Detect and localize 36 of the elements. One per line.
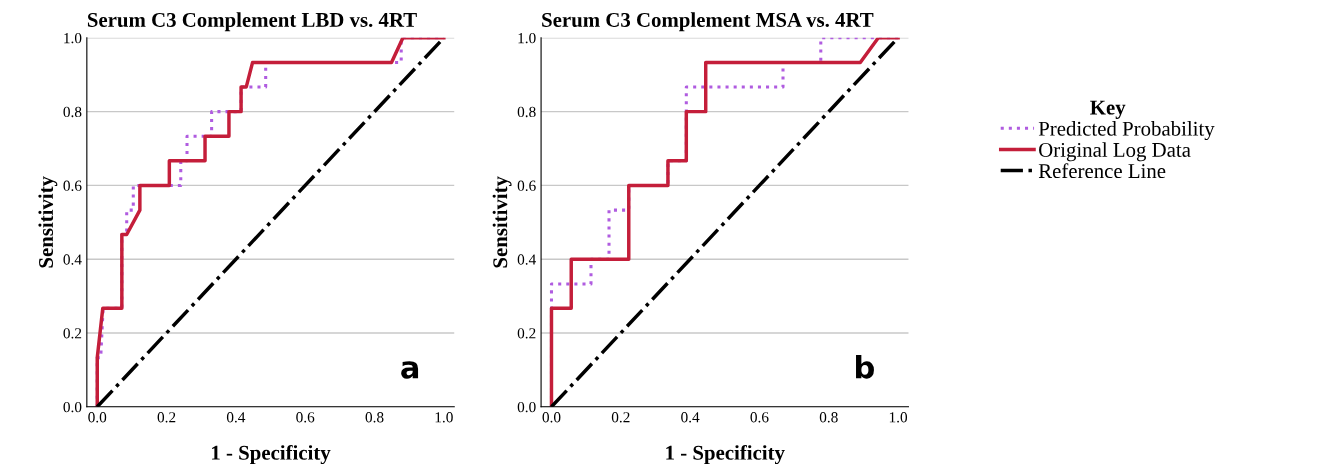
x-tick-label: 0.0	[542, 412, 561, 423]
x-tick-label: 0.8	[819, 412, 838, 423]
x-tick-label: 0.0	[88, 412, 107, 423]
y-axis-title: Sensitivity	[38, 176, 58, 268]
x-tick-label: 0.8	[365, 412, 384, 423]
x-tick-label: 0.6	[296, 412, 315, 423]
x-tick-label: 0.4	[681, 412, 700, 423]
x-tick-label: 0.2	[157, 412, 176, 423]
annotation: b	[856, 355, 874, 379]
x-tick-label: 0.4	[226, 412, 246, 423]
x-tick-label: 1.0	[435, 412, 453, 423]
x-tick-label: 0.2	[611, 412, 630, 423]
y-tick-label: 0.2	[63, 328, 82, 339]
y-tick-label: 0.8	[63, 106, 82, 118]
y-tick-label: 0.4	[63, 254, 82, 265]
x-axis-title: 1 - Specificity	[212, 444, 331, 465]
y-tick-label: 0.2	[517, 328, 536, 339]
y-tick-label: 0.0	[517, 401, 536, 413]
y-tick-label: 0.8	[517, 106, 536, 118]
chart-title: Serum C3 Complement MSA vs. 4RT	[542, 12, 874, 32]
x-tick-label: 1.0	[889, 412, 908, 423]
legend-title: Key	[1090, 100, 1126, 119]
y-tick-label: 0.6	[517, 180, 536, 191]
x-tick-label: 0.6	[750, 412, 769, 423]
annotation: a	[401, 361, 419, 379]
y-tick-label: 0.0	[63, 401, 82, 413]
y-tick-label: 0.4	[517, 254, 536, 265]
y-tick-label: 1.0	[64, 32, 82, 44]
x-axis-title: 1 - Specificity	[666, 444, 785, 465]
legend-label: Predicted Probability	[1038, 121, 1215, 141]
y-axis-title: Sensitivity	[492, 176, 512, 268]
legend-label: Original Log Data	[1039, 142, 1191, 162]
legend-label: Reference Line	[1038, 163, 1166, 179]
y-tick-label: 0.6	[63, 180, 82, 191]
y-tick-label: 1.0	[518, 32, 536, 44]
chart-title: Serum C3 Complement LBD vs. 4RT	[87, 12, 417, 32]
